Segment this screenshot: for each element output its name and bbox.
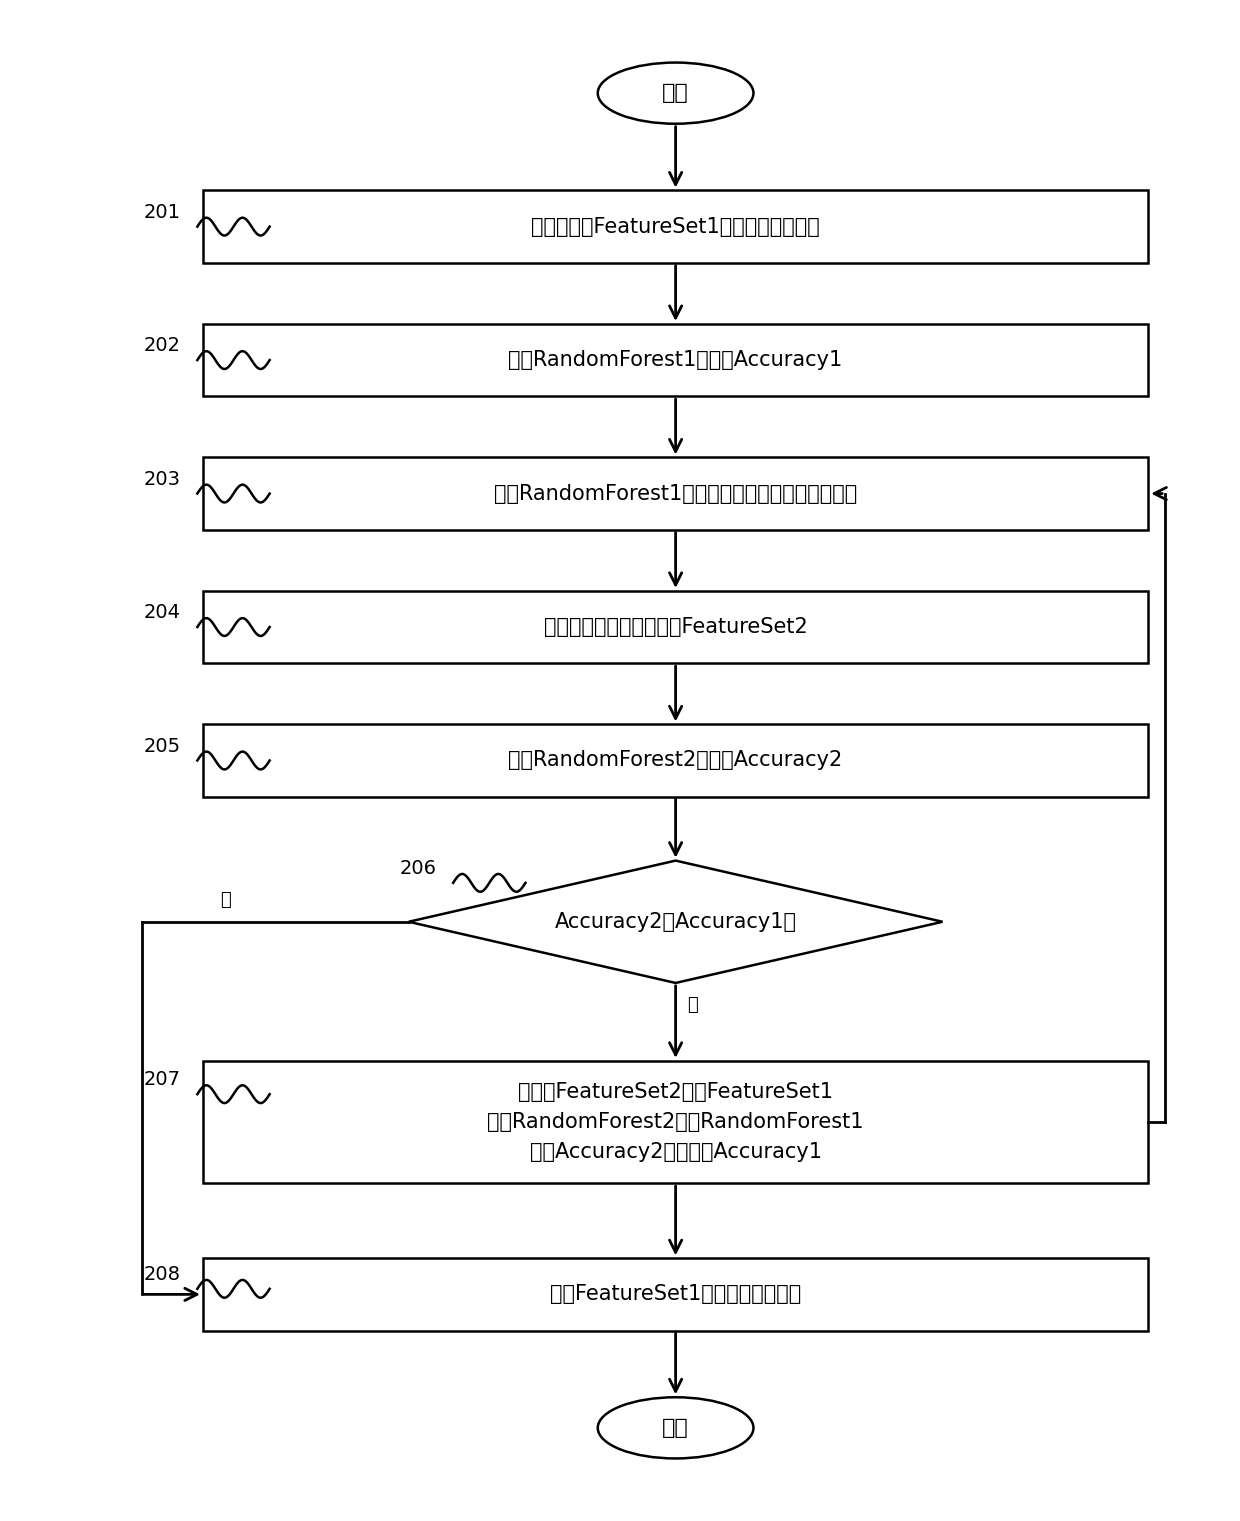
Bar (203, 458, 1148, 529)
Text: 训练RandomForest2，计算Accuracy2: 训练RandomForest2，计算Accuracy2 (508, 750, 843, 771)
Text: 204: 204 (144, 602, 181, 622)
Bar (203, 1060, 1148, 1183)
Bar (203, 724, 1148, 797)
Text: 是: 是 (219, 890, 231, 908)
Text: 统计RandomForest1各特征使用频率，从大到小排序: 统计RandomForest1各特征使用频率，从大到小排序 (494, 484, 857, 503)
Text: 207: 207 (144, 1071, 181, 1089)
Bar (203, 190, 1148, 263)
Text: 特征集FeatureSet2替换FeatureSet1
模型RandomForest2替换RandomForest1
精度Accuracy2替换精度Accura: 特征集FeatureSet2替换FeatureSet1 模型RandomFore… (487, 1083, 864, 1162)
Bar (203, 590, 1148, 663)
Polygon shape (409, 861, 942, 983)
Text: 201: 201 (144, 202, 181, 222)
Text: 开始: 开始 (662, 84, 689, 103)
Ellipse shape (598, 62, 754, 123)
Text: 根据特征集FeatureSet1，生成训练样本集: 根据特征集FeatureSet1，生成训练样本集 (531, 216, 820, 237)
Text: 否: 否 (687, 996, 697, 1015)
Text: 输出FeatureSet1作为最优特征集合: 输出FeatureSet1作为最优特征集合 (551, 1284, 801, 1305)
Bar (203, 324, 1148, 397)
Text: 202: 202 (144, 336, 181, 354)
Ellipse shape (598, 1398, 754, 1459)
Text: 206: 206 (399, 859, 436, 878)
Text: 去掉频率小的特征，构造FeatureSet2: 去掉频率小的特征，构造FeatureSet2 (543, 618, 807, 637)
Text: 结束: 结束 (662, 1418, 689, 1437)
Text: 208: 208 (144, 1265, 181, 1284)
Text: 203: 203 (144, 470, 181, 488)
Text: 训练RandomForest1，计算Accuracy1: 训练RandomForest1，计算Accuracy1 (508, 350, 843, 370)
Bar (203, 1258, 1148, 1331)
Text: Accuracy2＜Accuracy1？: Accuracy2＜Accuracy1？ (554, 911, 796, 932)
Text: 205: 205 (144, 736, 181, 756)
